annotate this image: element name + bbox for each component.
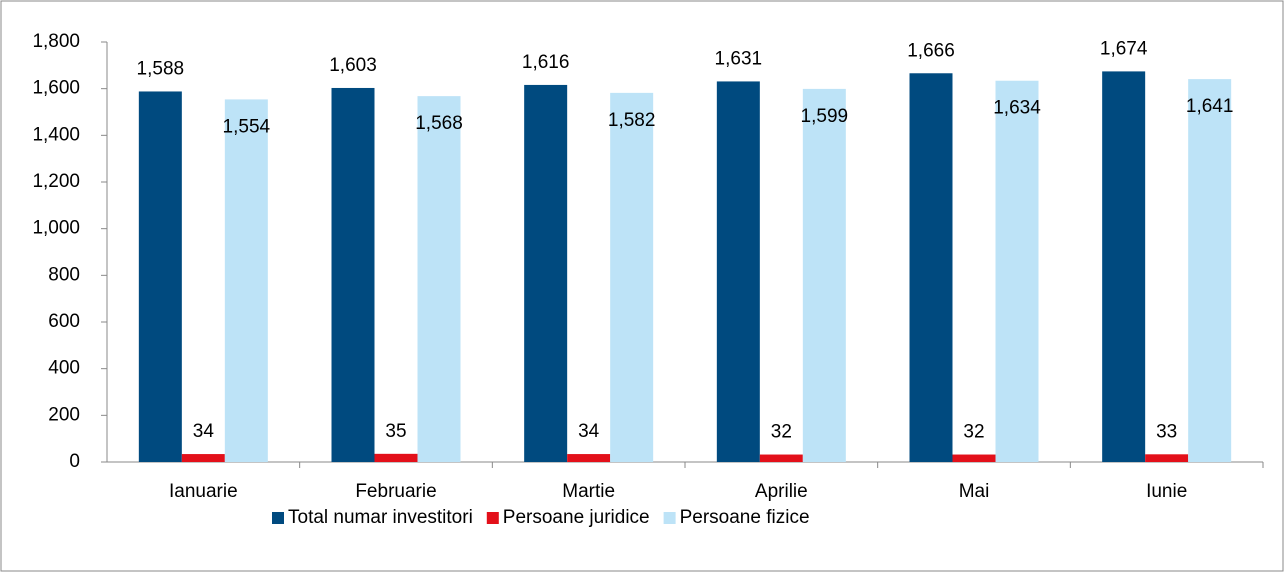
y-tick-label: 1,800 xyxy=(32,31,80,52)
legend-swatch xyxy=(486,512,499,524)
data-label: 33 xyxy=(1156,421,1177,442)
bar xyxy=(567,454,611,462)
y-tick-label: 800 xyxy=(48,264,80,285)
data-label: 1,641 xyxy=(1186,96,1234,117)
data-label: 32 xyxy=(963,422,984,443)
data-label: 35 xyxy=(385,421,406,442)
y-tick-label: 0 xyxy=(69,451,80,472)
data-label: 1,631 xyxy=(715,48,763,69)
data-label: 34 xyxy=(193,421,215,442)
data-label: 1,674 xyxy=(1100,38,1148,59)
x-tick-label: Iunie xyxy=(1146,481,1187,502)
y-tick-label: 1,400 xyxy=(32,124,80,145)
legend-swatch xyxy=(272,512,284,524)
bar xyxy=(610,92,654,462)
data-label: 1,603 xyxy=(329,55,377,76)
x-tick-label: Februarie xyxy=(355,481,436,502)
x-tick-label: Mai xyxy=(959,481,990,502)
x-tick-label: Ianuarie xyxy=(169,481,238,502)
data-label: 34 xyxy=(578,421,600,442)
bar xyxy=(1188,79,1232,462)
bar xyxy=(181,454,225,462)
bar xyxy=(224,99,268,463)
bar xyxy=(417,96,461,462)
x-tick-label: Aprilie xyxy=(755,481,808,502)
data-label: 1,599 xyxy=(801,106,849,127)
data-label: 1,568 xyxy=(415,113,463,134)
y-tick-label: 1,000 xyxy=(32,218,80,239)
data-label: 1,634 xyxy=(993,98,1041,119)
data-label: 1,582 xyxy=(608,110,656,131)
data-label: 1,554 xyxy=(223,116,271,137)
bar xyxy=(138,91,182,462)
bar xyxy=(802,88,846,463)
bar xyxy=(1145,454,1189,462)
data-label: 1,616 xyxy=(522,52,570,73)
bar xyxy=(716,81,760,462)
bar xyxy=(952,454,996,462)
y-tick-label: 1,200 xyxy=(32,171,80,192)
legend-label: Persoane fizice xyxy=(680,507,810,528)
bar xyxy=(759,454,803,462)
y-tick-label: 1,600 xyxy=(32,78,80,99)
y-tick-label: 200 xyxy=(48,404,80,425)
data-label: 1,666 xyxy=(907,40,955,61)
bar xyxy=(909,73,953,463)
legend-label: Persoane juridice xyxy=(503,507,650,528)
bar xyxy=(331,87,375,462)
x-tick-label: Martie xyxy=(562,481,615,502)
bar xyxy=(1102,71,1146,463)
bar xyxy=(995,80,1039,462)
bar xyxy=(524,84,568,462)
y-tick-label: 600 xyxy=(48,311,80,332)
legend-label: Total numar investitori xyxy=(288,507,473,528)
data-label: 1,588 xyxy=(137,58,185,79)
bar xyxy=(374,453,418,462)
data-label: 32 xyxy=(771,422,792,443)
legend-swatch xyxy=(663,512,676,524)
y-tick-label: 400 xyxy=(48,358,80,379)
